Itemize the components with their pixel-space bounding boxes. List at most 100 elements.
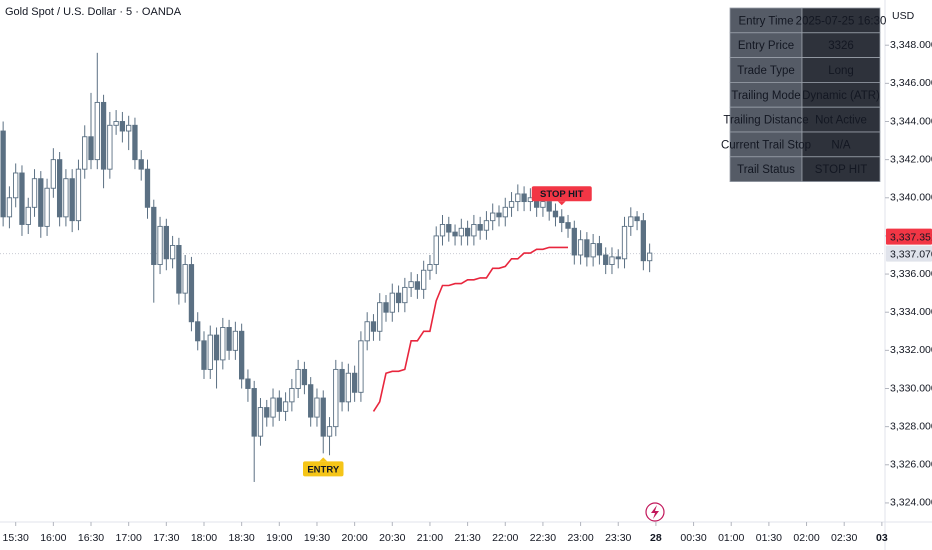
alert-icon[interactable] [645, 502, 665, 522]
candle-body [464, 227, 471, 237]
x-tick-label: 01:00 [718, 532, 744, 544]
table-label-cell [729, 7, 803, 34]
y-tick-label: 3,342.000 [890, 153, 932, 165]
candle-body [508, 201, 515, 208]
candle-body [238, 330, 245, 380]
candle-body [144, 168, 151, 208]
candle-body [546, 201, 552, 212]
candle-body [82, 136, 88, 170]
table-label: Trail Status [737, 164, 795, 176]
candle-body [94, 101, 100, 161]
y-tick-label: 3,326.000 [890, 459, 932, 471]
x-tick-label: 22:00 [492, 532, 518, 544]
candle-body [0, 130, 6, 218]
table-label-cell [729, 106, 803, 133]
candle-body [370, 321, 377, 332]
candle-body [458, 227, 464, 237]
candle-body [264, 407, 270, 418]
candle-body [646, 252, 653, 262]
y-tick-label: 3,334.000 [890, 306, 932, 318]
x-tick-label: 20:00 [341, 532, 367, 544]
x-tick-label: 18:00 [191, 532, 217, 544]
candle-body [621, 225, 628, 260]
y-tick-label: 3,340.000 [890, 192, 932, 204]
candle-body [56, 159, 63, 218]
candle-body [151, 206, 157, 265]
table-value-cell [801, 7, 881, 34]
candle-body [471, 224, 477, 237]
table-label-cell [729, 32, 803, 58]
table-label: Trailing Distance [723, 115, 808, 127]
candle-body [433, 235, 439, 265]
candle-body [364, 321, 370, 342]
candle-body [75, 168, 82, 222]
candle-body [69, 178, 75, 222]
candle-body [339, 368, 345, 403]
candle-body [44, 187, 50, 227]
table-value: 2025-07-25 16:30 [796, 15, 887, 27]
candle-body [282, 401, 289, 412]
candle-body [628, 216, 634, 227]
candle-body [257, 407, 264, 437]
x-tick-label: 21:00 [417, 532, 443, 544]
price-label: 3,337.070 [890, 248, 932, 260]
candle-body [603, 254, 609, 265]
candle-body [19, 172, 25, 225]
table-label: Trade Type [737, 65, 795, 77]
x-tick-label: 17:00 [116, 532, 142, 544]
candle-body [301, 368, 308, 386]
candle-body [31, 178, 38, 208]
candle-body [565, 222, 571, 229]
x-tick-label: 02:30 [831, 532, 857, 544]
y-tick-label: 3,336.000 [890, 268, 932, 280]
candle-body [414, 281, 421, 290]
y-tick-label: 3,348.000 [890, 39, 932, 51]
table-label: Entry Price [738, 40, 794, 52]
currency-label: USD [892, 10, 915, 22]
candle-body [571, 227, 577, 256]
candle-body [308, 384, 314, 418]
table-value-cell [801, 131, 881, 158]
x-tick-label: 16:30 [78, 532, 104, 544]
candle-body [188, 264, 195, 323]
candle-body [439, 224, 446, 237]
table-value: N/A [831, 139, 851, 151]
candle-body [226, 327, 232, 351]
candle-body [176, 245, 182, 294]
candle-body [389, 292, 395, 313]
candle-body [289, 388, 295, 403]
candle-body [577, 239, 584, 256]
candle-body [552, 210, 559, 218]
candle-body [251, 388, 257, 437]
candle-body [446, 224, 452, 233]
table-label: Entry Time [739, 15, 794, 27]
candle-body [615, 256, 621, 260]
candle-body [50, 159, 57, 189]
candle-body [25, 206, 31, 225]
x-tick-label: 15:30 [3, 532, 29, 544]
candle-body [345, 372, 352, 403]
candle-body [358, 340, 364, 393]
x-tick-label: 16:00 [40, 532, 66, 544]
candle-body [559, 216, 565, 224]
price-label: 3,337.351 [890, 231, 932, 243]
table-value: Dynamic (ATR) [802, 90, 880, 102]
candle-body [515, 193, 521, 203]
candle-body [100, 101, 107, 170]
x-tick-label: 17:30 [153, 532, 179, 544]
candle-body [126, 124, 132, 132]
candle-body [157, 225, 163, 265]
candle-body [609, 256, 615, 265]
table-label: Current Trail Stop [721, 139, 811, 151]
candle-body [452, 231, 458, 237]
annotation-box [531, 186, 592, 202]
candle-body [132, 124, 138, 161]
candle-body [207, 334, 213, 370]
candle-body [6, 197, 13, 218]
candle-body [220, 327, 226, 361]
table-label-cell [729, 156, 803, 183]
annotation-pointer [557, 201, 566, 206]
candle-body [333, 368, 339, 428]
candle-body [113, 121, 119, 126]
candle-body [138, 159, 144, 170]
